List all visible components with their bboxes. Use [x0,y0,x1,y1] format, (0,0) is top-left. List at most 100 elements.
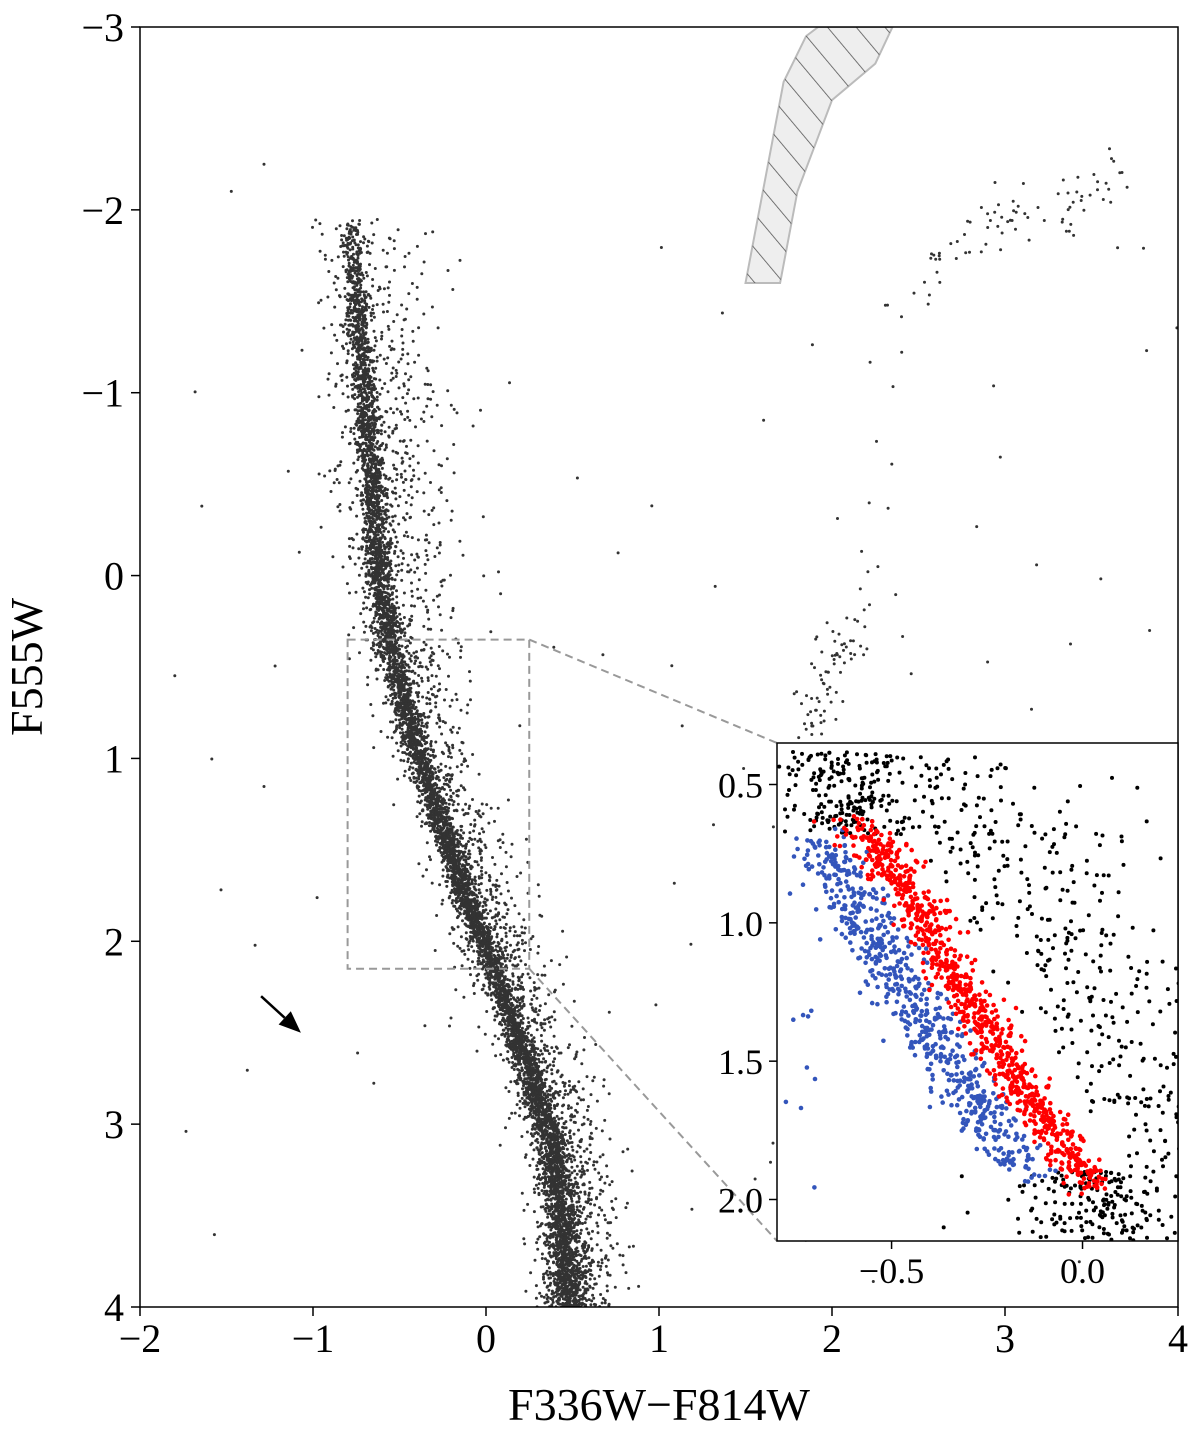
main-sequence-point [368,263,371,267]
main-sequence-point [402,439,406,443]
main-sequence-point [550,1202,554,1206]
main-sequence-point [410,594,414,598]
main-sequence-point [407,493,411,497]
main-sequence-point [440,464,443,468]
main-sequence-point [520,938,524,942]
main-sequence-point [488,909,492,913]
main-sequence-point [319,298,323,302]
main-sequence-point [441,649,445,653]
main-sequence-point [499,926,503,929]
main-sequence-point [403,660,407,664]
main-sequence-point [335,478,339,481]
main-sequence-point [415,552,419,556]
main-sequence-point [436,326,440,330]
main-sequence-point [345,327,349,331]
main-sequence-point [566,1107,570,1110]
main-sequence-point [637,1284,641,1288]
main-sequence-point [409,779,413,782]
main-sequence-point [550,1068,554,1072]
main-sequence-point [459,645,463,649]
main-sequence-point [401,551,405,555]
main-sequence-point [362,241,365,245]
main-sequence-point [412,651,416,655]
main-sequence-point [491,895,495,899]
main-sequence-point [440,902,444,906]
main-sequence-point [438,883,442,887]
main-sequence-point [528,1164,532,1167]
main-sequence-point [507,1116,511,1120]
main-sequence-point [391,519,395,523]
main-sequence-point [370,508,374,512]
main-sequence-point [357,556,361,560]
main-sequence-point [550,1072,554,1076]
main-sequence-point [546,1017,550,1021]
main-sequence-point [354,361,358,365]
main-sequence-point [449,728,453,732]
main-sequence-point [477,883,481,887]
main-sequence-point [400,644,404,648]
main-sequence-point [425,366,429,370]
main-sequence-point [545,1070,549,1074]
main-sequence-point [493,1018,497,1022]
main-sequence-point [536,1186,540,1190]
main-sequence-point [400,723,404,727]
main-sequence-point [400,334,404,338]
main-sequence-point [543,973,547,977]
main-sequence-point [459,708,463,712]
main-sequence-point [361,536,365,540]
main-sequence-point [537,1070,541,1074]
main-sequence-point [399,758,403,762]
main-sequence-point [410,553,414,557]
main-sequence-point [575,1050,579,1054]
main-sequence-point [382,310,385,314]
main-sequence-point [537,1127,541,1131]
main-sequence-point [390,479,394,483]
main-sequence-point [532,1175,536,1179]
main-sequence-point [567,1079,571,1083]
main-sequence-point [367,363,371,367]
main-sequence-point [575,1181,579,1185]
main-sequence-point [575,1090,579,1094]
main-sequence-point [354,590,358,594]
main-sequence-point [411,771,415,775]
main-sequence-point [595,1221,599,1225]
main-sequence-point [603,1118,607,1122]
main-sequence-point [362,607,365,611]
main-sequence-point [540,1039,544,1043]
main-sequence-point [333,305,337,309]
main-sequence-point [579,1259,583,1263]
main-sequence-point [406,624,410,628]
main-sequence-point [424,549,428,553]
main-sequence-point [542,1185,546,1189]
main-sequence-point [542,1028,546,1032]
main-sequence-point [455,809,459,813]
main-sequence-point [336,255,340,259]
main-sequence-point [406,535,410,538]
main-sequence-point [591,1293,595,1297]
main-sequence-point [371,631,375,635]
main-sequence-point [460,752,464,756]
main-sequence-point [500,1023,504,1027]
main-sequence-point [568,1134,572,1138]
main-sequence-point [345,375,349,379]
main-sequence-point [351,245,355,249]
main-sequence-point [454,692,458,696]
main-sequence-point [395,478,399,482]
main-sequence-point [488,922,491,926]
main-sequence-point [347,537,351,541]
main-sequence-point [552,1260,555,1264]
main-sequence-point [346,255,350,259]
main-sequence-point [627,1245,631,1249]
main-sequence-point [393,514,397,518]
main-sequence-point [373,521,377,524]
main-sequence-point [351,538,355,542]
main-sequence-point [446,269,450,272]
main-sequence-point [366,533,369,537]
main-sequence-point [606,1221,610,1225]
main-sequence-point [382,529,386,533]
main-sequence-point [384,265,388,269]
main-sequence-point [339,245,343,248]
main-sequence-point [518,1106,522,1110]
main-sequence-point [379,432,383,436]
main-sequence-point [579,1254,583,1258]
